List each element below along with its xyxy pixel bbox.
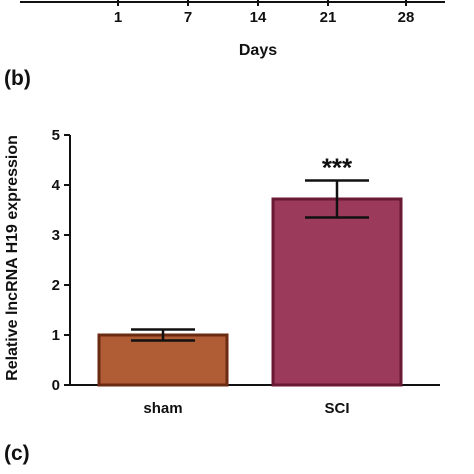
bar-chart: Relative lncRNA H19 expression 0 1 2 3 4 5 sh… — [4, 127, 440, 417]
y-axis-title: Relative lncRNA H19 expression — [4, 135, 21, 381]
x-tick-label: sham — [143, 400, 182, 417]
previous-chart-tick-label: 28 — [398, 9, 415, 26]
previous-chart-xlabel: Days — [239, 42, 277, 59]
bars — [97, 197, 403, 387]
bar-sham — [97, 333, 229, 387]
previous-chart-x-axis: 1 7 14 21 28 Days — [20, 0, 445, 59]
previous-chart-tick-label: 1 — [114, 9, 122, 26]
annotations: *** — [322, 153, 353, 183]
y-tick-label: 4 — [52, 177, 61, 194]
bar-sci — [271, 197, 403, 387]
y-tick-label: 5 — [52, 127, 60, 144]
previous-chart-ticks: 1 7 14 21 28 — [114, 0, 415, 26]
y-tick-label: 2 — [52, 277, 60, 294]
previous-chart-tick-label: 14 — [250, 9, 267, 26]
panel-label-c: (c) — [4, 442, 30, 465]
previous-chart-tick-label: 21 — [320, 9, 337, 26]
error-bar-sci — [305, 179, 369, 219]
panel-label-b: (b) — [4, 67, 31, 90]
error-bar-sham — [131, 328, 195, 342]
y-tick-label: 0 — [52, 377, 60, 394]
x-tick-label: SCI — [324, 400, 349, 417]
y-tick-label: 1 — [52, 327, 60, 344]
previous-chart-tick-label: 7 — [184, 9, 192, 26]
y-tick-label: 3 — [52, 227, 60, 244]
y-axis: 0 1 2 3 4 5 — [52, 127, 71, 394]
x-axis: sham SCI — [70, 384, 440, 417]
significance-label: *** — [322, 153, 353, 183]
error-bars — [131, 179, 369, 342]
